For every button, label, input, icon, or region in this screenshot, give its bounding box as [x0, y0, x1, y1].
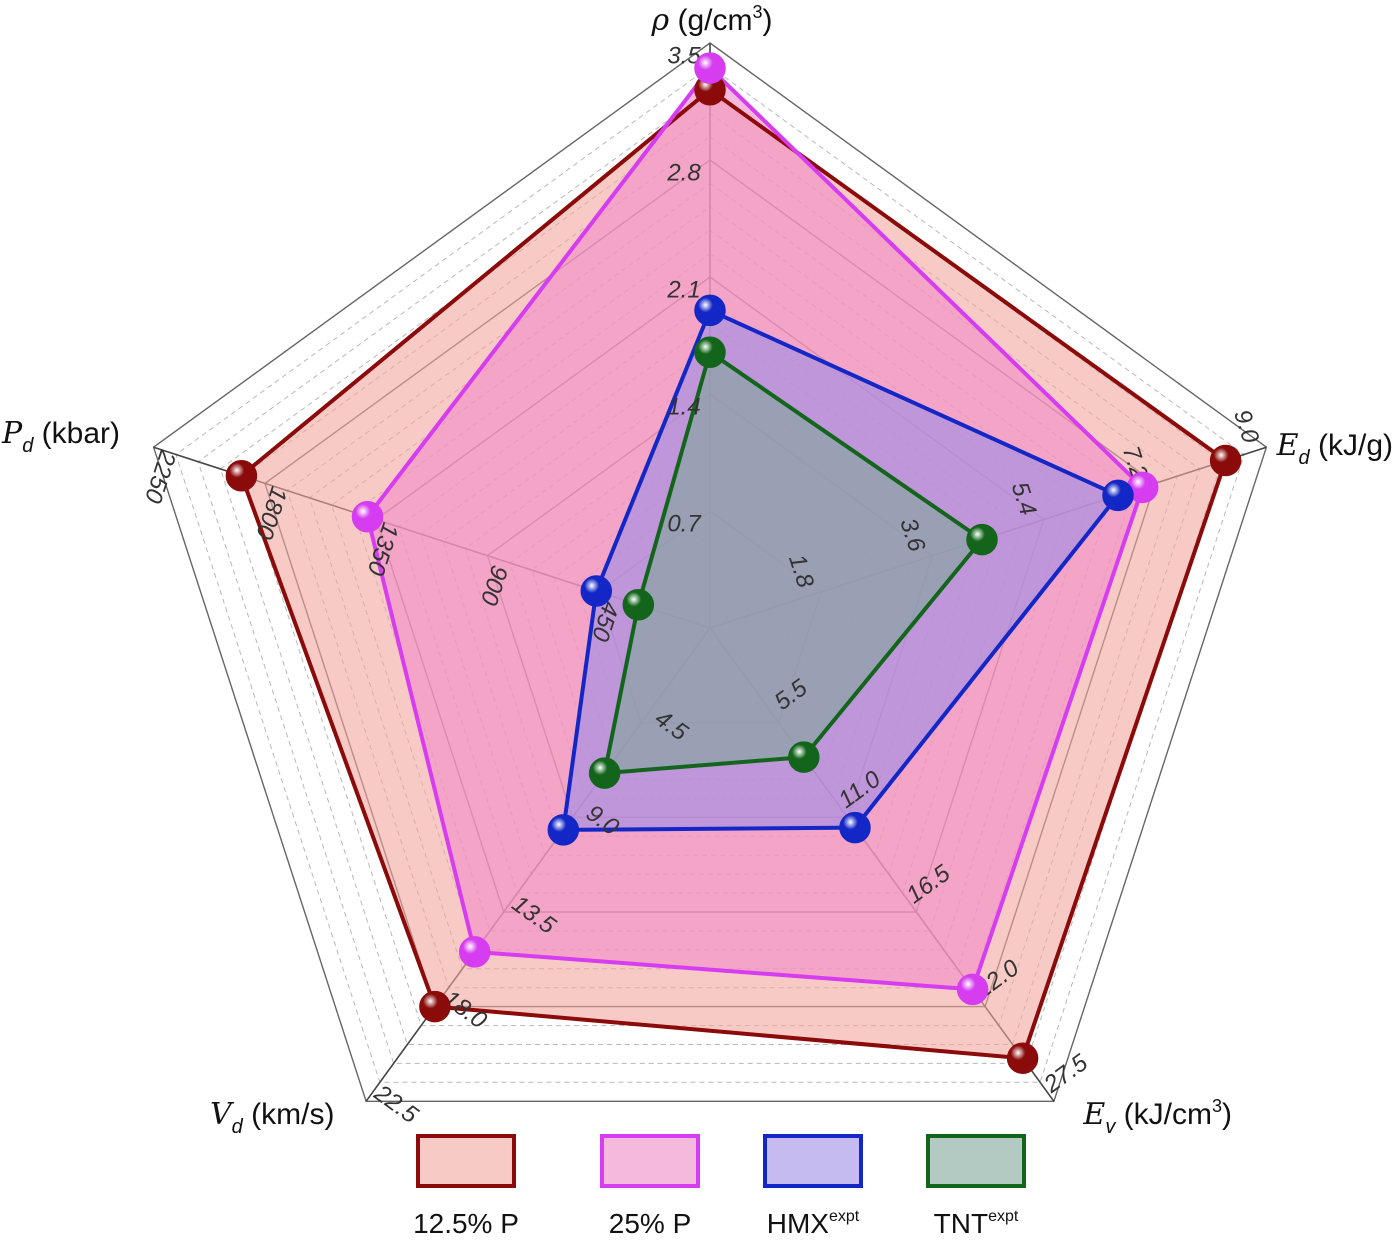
axis-unit: (g/cm: [669, 4, 752, 37]
data-point-1-vd: [458, 936, 491, 968]
axis-unit: (kbar): [33, 417, 120, 450]
grid-ring-minor: [175, 65, 1245, 1083]
data-point-0-ev: [1006, 1042, 1039, 1074]
legend-name: TNT: [934, 1208, 988, 1239]
axis-symbol: E: [1082, 1097, 1105, 1132]
legend-name: 25% P: [609, 1208, 692, 1239]
axis-subscript: v: [1105, 1116, 1116, 1138]
axis-unit: (kJ/g): [1310, 429, 1393, 462]
legend-sup: expt: [988, 1208, 1019, 1225]
legend-swatch-1: [600, 1134, 700, 1188]
data-point-1-density: [694, 52, 726, 84]
legend-name: HMX: [767, 1208, 830, 1239]
data-point-3-density: [694, 336, 726, 368]
data-point-2-ed: [1102, 479, 1134, 512]
axis-unit: (kJ/cm: [1115, 1098, 1212, 1131]
legend: 12.5% P 25% P HMXexpt TNTexpt: [413, 1134, 1026, 1239]
data-point-1-ev: [956, 973, 989, 1006]
legend-swatch-0: [416, 1134, 516, 1188]
legend-swatch-2: [763, 1134, 863, 1188]
axis-unit-sup: 3: [752, 2, 762, 22]
axis-unit-end: ): [1222, 1098, 1232, 1131]
legend-swatch-3: [926, 1134, 1026, 1188]
legend-name: 12.5% P: [413, 1208, 519, 1239]
axis-titles: ρ (g/cm3)Ed (kJ/g)Ev (kJ/cm3)Vd (km/s)Pd…: [1, 2, 1393, 1138]
tick-label-pd: 2250: [139, 446, 182, 507]
legend-label-2: HMXexpt: [767, 1208, 860, 1239]
axis-subscript: d: [22, 435, 34, 457]
legend-label-1: 25% P: [609, 1208, 692, 1239]
tick-label-density: 1.4: [667, 393, 700, 420]
data-point-2-pd: [580, 575, 613, 607]
axis-unit-sup: 3: [1212, 1096, 1222, 1116]
data-point-3-ed: [966, 523, 998, 556]
axis-symbol: V: [210, 1097, 235, 1132]
axis-subscript: d: [232, 1116, 244, 1138]
tick-label-density: 2.8: [666, 159, 701, 186]
tick-label-density: 0.7: [667, 510, 702, 537]
data-point-3-vd: [588, 757, 621, 789]
series-layer: [239, 66, 1228, 1061]
axis-title-ev: Ev (kJ/cm3): [1082, 1096, 1232, 1138]
series-line-1: [365, 66, 1145, 992]
series-line-2: [561, 308, 1120, 832]
axis-title-pd: Pd (kbar): [1, 416, 120, 457]
axis-symbol: E: [1276, 428, 1299, 463]
data-point-3-ev: [788, 741, 820, 773]
axis-title-vd: Vd (km/s): [210, 1097, 334, 1138]
axis-unit: (km/s): [243, 1098, 335, 1131]
grid-ring-major: [152, 42, 1268, 1103]
data-point-3-pd: [622, 588, 655, 621]
data-point-0-ed: [1209, 444, 1242, 477]
series-area-3: [604, 352, 982, 774]
tick-label-density: 2.1: [666, 276, 700, 303]
series-line-3: [602, 350, 984, 776]
data-point-1-pd: [351, 500, 384, 533]
data-points: [225, 52, 1242, 1074]
axis-subscript: d: [1299, 447, 1311, 469]
data-point-2-density: [694, 294, 726, 327]
legend-sup: expt: [829, 1208, 860, 1225]
axis-symbol: P: [1, 416, 23, 451]
axis-unit-end: ): [763, 4, 773, 37]
data-point-0-pd: [225, 459, 258, 492]
legend-label-3: TNTexpt: [934, 1208, 1019, 1239]
axis-title-ed: Ed (kJ/g): [1276, 428, 1393, 469]
axis-symbol: ρ: [651, 3, 670, 38]
data-point-0-vd: [419, 990, 451, 1023]
axis-title-density: ρ (g/cm3): [651, 2, 773, 38]
series-line-0: [239, 87, 1228, 1061]
data-point-2-vd: [547, 814, 580, 846]
data-point-2-ev: [839, 811, 871, 844]
legend-label-0: 12.5% P: [413, 1208, 519, 1239]
